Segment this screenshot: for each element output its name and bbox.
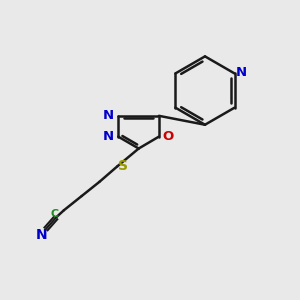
Text: N: N — [103, 109, 114, 122]
Text: N: N — [236, 66, 247, 80]
Text: S: S — [118, 159, 128, 173]
Text: C: C — [51, 209, 59, 219]
Text: N: N — [103, 130, 114, 143]
Text: O: O — [162, 130, 173, 143]
Text: N: N — [36, 228, 48, 242]
